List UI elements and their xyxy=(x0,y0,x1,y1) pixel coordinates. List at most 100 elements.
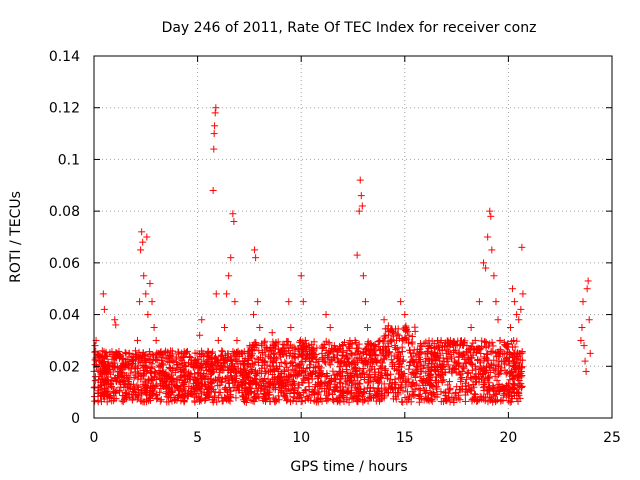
data-point xyxy=(269,381,277,389)
data-point xyxy=(285,298,293,306)
data-point xyxy=(464,369,472,377)
data-point xyxy=(142,367,150,375)
data-point xyxy=(456,396,464,404)
data-point xyxy=(382,372,390,380)
data-point xyxy=(299,298,307,306)
data-point xyxy=(168,397,176,405)
data-point xyxy=(363,344,371,352)
data-point xyxy=(424,350,432,358)
data-point xyxy=(288,343,296,351)
data-point xyxy=(471,362,479,370)
data-point xyxy=(430,352,438,360)
data-point xyxy=(417,395,425,403)
data-point xyxy=(221,324,229,331)
data-point xyxy=(255,347,263,355)
data-point xyxy=(459,352,467,360)
data-point xyxy=(233,336,241,344)
data-point xyxy=(271,345,279,353)
data-point xyxy=(371,370,379,378)
data-point xyxy=(310,367,318,375)
data-point xyxy=(420,361,428,369)
data-point xyxy=(326,324,334,331)
y-tick-labels: 0 0.02 0.04 0.06 0.08 0.1 0.12 0.14 xyxy=(49,49,80,427)
data-point xyxy=(358,202,366,210)
data-point xyxy=(418,378,426,386)
data-point xyxy=(333,384,341,392)
data-point xyxy=(367,354,375,362)
data-point xyxy=(450,398,458,406)
data-point xyxy=(347,349,355,357)
data-point xyxy=(187,390,195,398)
data-point xyxy=(432,378,440,386)
data-point xyxy=(164,353,172,361)
data-point xyxy=(433,393,441,401)
data-point xyxy=(144,379,152,387)
data-point xyxy=(505,361,513,369)
data-point xyxy=(411,374,419,382)
data-point xyxy=(226,397,234,405)
data-point xyxy=(445,386,453,394)
data-point xyxy=(283,352,291,360)
data-point xyxy=(103,398,111,406)
data-point xyxy=(505,387,513,395)
data-point xyxy=(487,212,495,220)
data-point xyxy=(342,380,350,388)
data-point xyxy=(206,367,214,375)
data-point xyxy=(350,365,358,373)
data-point xyxy=(144,311,152,319)
data-point xyxy=(460,363,468,371)
data-point xyxy=(133,382,141,390)
data-point xyxy=(299,375,307,383)
data-point xyxy=(225,379,233,387)
data-point xyxy=(367,374,375,382)
data-point xyxy=(339,351,347,359)
data-point xyxy=(497,357,505,365)
data-point xyxy=(124,380,132,388)
data-point xyxy=(142,384,150,392)
y-tick-label: 0 xyxy=(71,411,80,427)
data-point xyxy=(121,371,129,379)
data-point xyxy=(191,349,199,357)
data-point xyxy=(198,316,206,324)
data-point xyxy=(388,336,396,344)
data-point xyxy=(503,381,511,389)
data-point xyxy=(438,377,446,385)
data-point xyxy=(301,368,309,376)
data-point xyxy=(247,367,255,375)
data-point xyxy=(480,338,488,346)
data-point xyxy=(312,358,320,366)
data-point xyxy=(368,356,376,364)
data-point xyxy=(302,386,310,394)
data-point xyxy=(150,368,158,376)
data-point xyxy=(127,380,135,388)
data-point xyxy=(308,391,316,399)
data-point xyxy=(475,378,483,386)
data-point xyxy=(399,387,407,395)
data-point xyxy=(352,380,360,388)
data-point xyxy=(377,351,385,359)
data-point xyxy=(173,396,181,404)
data-point xyxy=(266,362,274,370)
data-point xyxy=(264,383,272,391)
data-point xyxy=(253,380,261,388)
data-point xyxy=(184,359,192,367)
data-point xyxy=(577,336,585,344)
data-point xyxy=(195,397,203,405)
data-point xyxy=(372,357,380,365)
data-point xyxy=(465,381,473,389)
data-point xyxy=(368,342,376,350)
data-point xyxy=(510,349,518,357)
data-point xyxy=(211,122,219,130)
data-point xyxy=(102,370,110,378)
data-point xyxy=(240,360,248,368)
data-point xyxy=(473,349,481,357)
data-point xyxy=(256,324,264,331)
data-point xyxy=(269,350,277,358)
data-point xyxy=(128,396,136,404)
data-point xyxy=(485,362,493,370)
data-point xyxy=(446,398,454,406)
data-point xyxy=(369,393,377,401)
data-point xyxy=(394,388,402,396)
data-point xyxy=(474,344,482,352)
data-point xyxy=(258,377,266,385)
